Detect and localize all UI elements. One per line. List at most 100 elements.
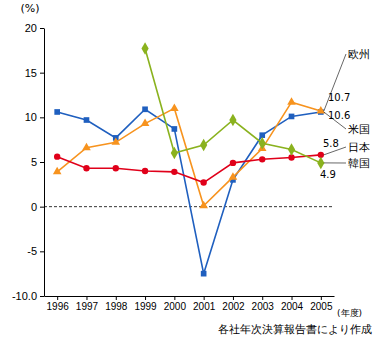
- y-tick: 10: [25, 111, 44, 123]
- series-line: [57, 102, 321, 206]
- series-name: 欧州: [348, 48, 370, 60]
- series-marker: [259, 156, 265, 162]
- x-tick-label: 2005: [310, 301, 333, 312]
- y-tick-mark: [40, 28, 44, 29]
- y-tick-label: 5: [31, 156, 37, 168]
- y-tick: 20: [25, 22, 44, 34]
- y-tick-mark: [40, 251, 44, 252]
- y-tick-mark: [40, 207, 44, 208]
- x-tick-label: 2000: [164, 301, 187, 312]
- y-axis-line: [44, 29, 45, 297]
- chart: -10.0 -5 0 5 10 15 20 1996 1997 1998 1999 2000 2001 2…: [0, 0, 378, 342]
- series-marker: [289, 114, 295, 120]
- series-marker: [54, 153, 60, 159]
- end-value-label: 4.9: [320, 169, 336, 180]
- y-tick: 0: [31, 201, 44, 213]
- x-axis: 1996 1997 1998 1999 2000 2001 2002 2003 2004 2005: [45, 296, 335, 312]
- series-marker: [111, 137, 120, 144]
- y-tick-mark: [40, 117, 44, 118]
- series-marker: [171, 147, 178, 159]
- leader-line: [324, 162, 346, 163]
- series-marker: [317, 157, 324, 169]
- y-tick: -5: [27, 245, 44, 257]
- series-line: [145, 49, 321, 163]
- series-marker: [200, 179, 206, 185]
- series-marker: [54, 109, 60, 115]
- x-tick-label: 2002: [222, 301, 245, 312]
- x-tick-mark: [174, 296, 175, 300]
- series-marker: [113, 165, 119, 171]
- series-marker: [171, 169, 177, 175]
- y-tick-mark: [40, 73, 44, 74]
- series-marker: [141, 42, 148, 54]
- y-tick-mark: [40, 296, 44, 297]
- y-tick: 15: [25, 67, 44, 79]
- x-tick-mark: [57, 296, 58, 300]
- series-marker: [229, 114, 236, 126]
- series-name: 米国: [348, 123, 370, 135]
- x-tick-label: 2004: [281, 301, 304, 312]
- series-marker: [288, 143, 295, 155]
- x-tick-mark: [262, 296, 263, 300]
- y-tick-label: 20: [25, 22, 37, 34]
- x-tick: 2004: [281, 296, 304, 312]
- series-marker: [199, 201, 208, 208]
- x-tick: 2002: [222, 296, 245, 312]
- x-tick-mark: [321, 296, 322, 300]
- x-tick: 1998: [105, 296, 128, 312]
- x-tick: 1999: [134, 296, 157, 312]
- series-marker: [172, 126, 178, 132]
- x-tick: 2003: [252, 296, 275, 312]
- series-line: [57, 155, 321, 183]
- x-tick-mark: [292, 296, 293, 300]
- series-line: [57, 109, 321, 273]
- x-tick: 2000: [164, 296, 187, 312]
- x-tick-mark: [233, 296, 234, 300]
- x-tick-mark: [145, 296, 146, 300]
- series-marker: [170, 103, 179, 110]
- y-axis-title: (%): [20, 2, 39, 15]
- y-axis: -10.0 -5 0 5 10 15 20: [12, 22, 45, 302]
- series-marker: [82, 143, 91, 150]
- y-tick-label: -10.0: [12, 290, 37, 302]
- y-tick-label: 0: [31, 201, 37, 213]
- x-tick: 2005: [310, 296, 333, 312]
- x-tick-mark: [86, 296, 87, 300]
- series-marker: [142, 106, 148, 112]
- end-value-label: 5.8: [323, 138, 339, 149]
- series-name: 韓国: [348, 157, 370, 169]
- y-tick-label: 15: [25, 67, 37, 79]
- y-tick-mark: [40, 162, 44, 163]
- x-tick-label: 1999: [134, 301, 157, 312]
- y-tick-label: 10: [25, 111, 37, 123]
- x-tick-label: 1998: [105, 301, 128, 312]
- plot-area: [53, 42, 325, 276]
- series-marker: [201, 271, 207, 277]
- x-axis-line: [45, 296, 335, 297]
- series-marker: [259, 137, 266, 149]
- series-marker: [84, 117, 90, 123]
- end-value-label: 10.6: [328, 110, 350, 121]
- series-name: 日本: [348, 141, 370, 153]
- x-tick-label: 1996: [47, 301, 70, 312]
- series-marker: [142, 168, 148, 174]
- y-tick: 5: [31, 156, 44, 168]
- x-tick-label: 2001: [193, 301, 216, 312]
- x-tick-mark: [204, 296, 205, 300]
- series-marker: [229, 172, 238, 179]
- end-value-label: 10.7: [328, 92, 350, 103]
- x-tick: 1997: [76, 296, 99, 312]
- series-marker: [287, 97, 296, 104]
- x-tick-label: 2003: [252, 301, 275, 312]
- series-marker: [83, 165, 89, 171]
- x-tick-label: 1997: [76, 301, 99, 312]
- x-axis-title: (年度): [337, 308, 362, 318]
- x-tick: 2001: [193, 296, 216, 312]
- series-marker: [230, 160, 236, 166]
- y-tick-label: -5: [27, 245, 37, 257]
- source-note: 各社年次決算報告書により作成: [218, 323, 372, 335]
- x-tick: 1996: [47, 296, 70, 312]
- x-tick-mark: [116, 296, 117, 300]
- series-marker: [141, 119, 150, 126]
- series-marker: [200, 139, 207, 151]
